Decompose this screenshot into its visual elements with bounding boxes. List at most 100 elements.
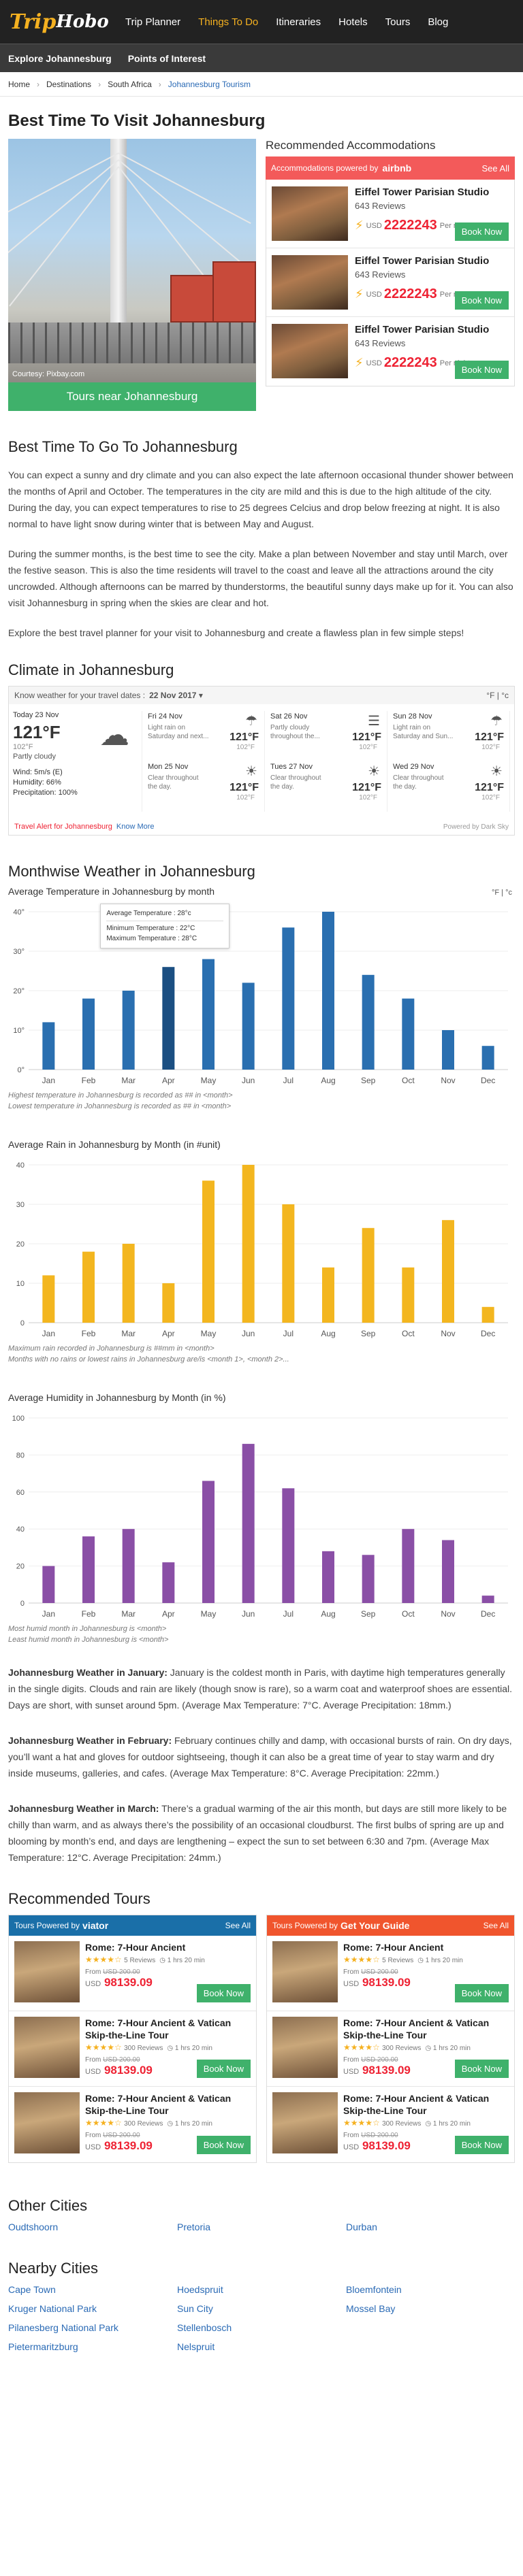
book-now-button[interactable]: Book Now <box>454 1984 509 2002</box>
accommodation-name[interactable]: Eiffel Tower Parisian Studio <box>355 186 490 198</box>
nearby-city-link[interactable]: Nelspruit <box>177 2341 215 2352</box>
accommodation-image[interactable] <box>272 255 348 310</box>
bar-nov[interactable] <box>442 1220 454 1323</box>
subnav-explore[interactable]: Explore Johannesburg <box>8 52 112 64</box>
tour-item[interactable]: Rome: 7-Hour Ancient & Vatican Skip-the-… <box>267 2011 514 2087</box>
book-now-button[interactable]: Book Now <box>196 1984 251 2002</box>
climate-unit-toggle[interactable]: °F | °c <box>486 691 509 700</box>
breadcrumb-home[interactable]: Home <box>8 79 31 89</box>
nearby-city-link[interactable]: Stellenbosch <box>177 2322 232 2333</box>
tour-image[interactable] <box>272 2092 338 2153</box>
accommodations-see-all[interactable]: See All <box>481 163 509 174</box>
bar-feb[interactable] <box>82 998 95 1070</box>
bar-sep[interactable] <box>362 974 375 1070</box>
bar-sep[interactable] <box>362 1227 375 1323</box>
nearby-city-link[interactable]: Pilanesberg National Park <box>8 2322 118 2333</box>
book-now-button[interactable]: Book Now <box>454 222 509 241</box>
site-logo[interactable]: Trip Hobo <box>10 8 112 35</box>
accommodation-image[interactable] <box>272 186 348 241</box>
bar-jan[interactable] <box>42 1275 55 1323</box>
bar-nov[interactable] <box>442 1030 454 1070</box>
nearby-city-link[interactable]: Bloemfontein <box>346 2284 402 2295</box>
bar-jun[interactable] <box>242 1444 255 1603</box>
book-now-button[interactable]: Book Now <box>454 2060 509 2078</box>
bar-oct[interactable] <box>402 998 415 1070</box>
tour-name[interactable]: Rome: 7-Hour Ancient <box>85 1942 186 1953</box>
bar-jul[interactable] <box>282 927 295 1070</box>
other-city-link[interactable]: Durban <box>346 2222 377 2232</box>
nearby-city-link[interactable]: Hoedspruit <box>177 2284 223 2295</box>
accommodation-item[interactable]: Eiffel Tower Parisian Studio 643 Reviews ⚡… <box>266 248 514 317</box>
tour-name[interactable]: Rome: 7-Hour Ancient & Vatican Skip-the-… <box>85 2093 232 2116</box>
nearby-city-link[interactable]: Kruger National Park <box>8 2303 97 2314</box>
tour-item[interactable]: Rome: 7-Hour Ancient ★★★★☆ 5 Reviews ◷ 1 h… <box>267 1936 514 2011</box>
bar-feb[interactable] <box>82 1251 95 1323</box>
nav-itineraries[interactable]: Itineraries <box>276 16 321 28</box>
other-city-link[interactable]: Oudtshoorn <box>8 2222 59 2232</box>
bar-apr[interactable] <box>162 967 175 1070</box>
tour-image[interactable] <box>14 2092 80 2153</box>
nav-hotels[interactable]: Hotels <box>338 16 368 28</box>
bar-jul[interactable] <box>282 1204 295 1323</box>
other-city-link[interactable]: Pretoria <box>177 2222 211 2232</box>
tour-see-all[interactable]: See All <box>225 1921 251 1930</box>
tour-see-all[interactable]: See All <box>483 1921 509 1930</box>
book-now-button[interactable]: Book Now <box>454 291 509 310</box>
bar-jun[interactable] <box>242 982 255 1070</box>
accommodation-item[interactable]: Eiffel Tower Parisian Studio 643 Reviews ⚡… <box>266 180 514 248</box>
bar-sep[interactable] <box>362 1555 375 1603</box>
bar-oct[interactable] <box>402 1529 415 1603</box>
know-more-link[interactable]: Know More <box>116 823 155 831</box>
nearby-city-link[interactable]: Pietermaritzburg <box>8 2341 78 2352</box>
bar-may[interactable] <box>202 1180 215 1323</box>
bar-mar[interactable] <box>122 1244 135 1323</box>
tour-image[interactable] <box>14 1941 80 2002</box>
tour-item[interactable]: Rome: 7-Hour Ancient & Vatican Skip-the-… <box>9 2011 256 2087</box>
bar-jan[interactable] <box>42 1022 55 1070</box>
bar-aug[interactable] <box>322 1551 334 1603</box>
bar-mar[interactable] <box>122 1529 135 1603</box>
nearby-city-link[interactable]: Sun City <box>177 2303 213 2314</box>
dark-sky-credit[interactable]: Powered by Dark Sky <box>443 823 509 831</box>
subnav-poi[interactable]: Points of Interest <box>127 52 206 64</box>
bar-nov[interactable] <box>442 1540 454 1603</box>
breadcrumb-country[interactable]: South Africa <box>108 79 152 89</box>
breadcrumb-current[interactable]: Johannesburg Tourism <box>168 79 251 89</box>
tour-item[interactable]: Rome: 7-Hour Ancient ★★★★☆ 5 Reviews ◷ 1 h… <box>9 1936 256 2011</box>
tours-near-button[interactable]: Tours near Johannesburg <box>8 382 256 411</box>
nav-things-to-do[interactable]: Things To Do <box>198 16 259 28</box>
tour-name[interactable]: Rome: 7-Hour Ancient & Vatican Skip-the-… <box>85 2017 232 2041</box>
book-now-button[interactable]: Book Now <box>454 2136 509 2154</box>
bar-apr[interactable] <box>162 1562 175 1603</box>
tour-image[interactable] <box>14 2017 80 2078</box>
bar-aug[interactable] <box>322 912 334 1070</box>
bar-may[interactable] <box>202 959 215 1070</box>
accommodation-image[interactable] <box>272 324 348 378</box>
climate-date-select[interactable]: 22 Nov 2017 ▾ <box>149 691 203 700</box>
tour-image[interactable] <box>272 2017 338 2078</box>
nearby-city-link[interactable]: Mossel Bay <box>346 2303 396 2314</box>
bar-may[interactable] <box>202 1481 215 1603</box>
bar-dec[interactable] <box>481 1596 494 1603</box>
accommodation-name[interactable]: Eiffel Tower Parisian Studio <box>355 255 490 267</box>
bar-aug[interactable] <box>322 1267 334 1323</box>
nav-blog[interactable]: Blog <box>428 16 449 28</box>
nearby-city-link[interactable]: Cape Town <box>8 2284 56 2295</box>
accommodation-name[interactable]: Eiffel Tower Parisian Studio <box>355 324 490 335</box>
bar-dec[interactable] <box>481 1046 494 1070</box>
book-now-button[interactable]: Book Now <box>454 361 509 379</box>
breadcrumb-destinations[interactable]: Destinations <box>46 79 92 89</box>
tour-image[interactable] <box>272 1941 338 2002</box>
bar-dec[interactable] <box>481 1306 494 1323</box>
bar-mar[interactable] <box>122 991 135 1070</box>
accommodation-item[interactable]: Eiffel Tower Parisian Studio 643 Reviews ⚡… <box>266 317 514 386</box>
bar-jun[interactable] <box>242 1165 255 1323</box>
nav-tours[interactable]: Tours <box>385 16 411 28</box>
book-now-button[interactable]: Book Now <box>196 2136 251 2154</box>
nav-trip-planner[interactable]: Trip Planner <box>125 16 181 28</box>
tour-item[interactable]: Rome: 7-Hour Ancient & Vatican Skip-the-… <box>267 2087 514 2162</box>
bar-feb[interactable] <box>82 1536 95 1603</box>
tour-name[interactable]: Rome: 7-Hour Ancient & Vatican Skip-the-… <box>343 2017 490 2041</box>
bar-jan[interactable] <box>42 1566 55 1603</box>
tour-item[interactable]: Rome: 7-Hour Ancient & Vatican Skip-the-… <box>9 2087 256 2162</box>
